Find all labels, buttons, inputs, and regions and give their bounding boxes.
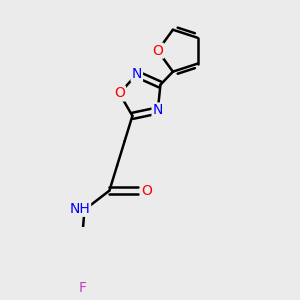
Text: O: O [141,184,152,198]
Text: O: O [114,86,125,100]
Text: N: N [153,103,163,118]
Text: O: O [152,44,163,58]
Text: NH: NH [69,202,90,216]
Text: F: F [79,281,87,296]
Text: N: N [132,67,142,81]
